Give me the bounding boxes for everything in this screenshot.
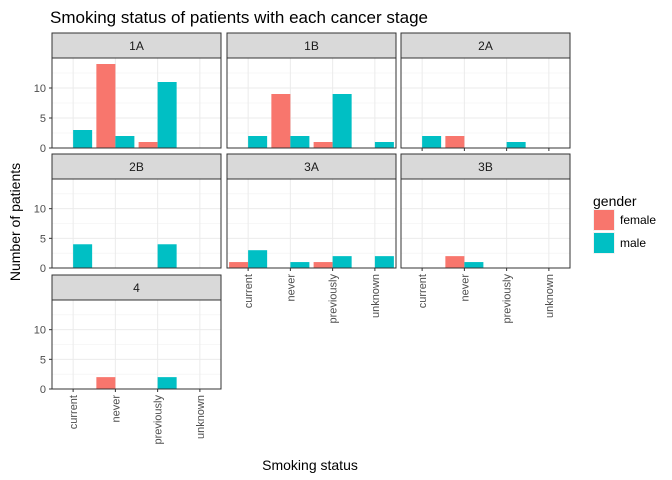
x-tick-label: never (110, 395, 122, 423)
y-tick-label: 10 (34, 325, 46, 337)
facet-panel-1A: 1A 0 5 10 (34, 32, 222, 155)
bar-female-never (271, 94, 291, 148)
bar-male-previously (157, 377, 177, 389)
facet-panel-3A: 3A current never previously unknown (226, 153, 397, 324)
panel-border (226, 178, 397, 269)
bar-male-current (248, 250, 268, 268)
y-tick-label: 0 (40, 384, 46, 396)
facet-strip (226, 32, 397, 59)
y-tick-label: 0 (40, 143, 46, 155)
panel-border (226, 57, 397, 149)
facet-strip-label: 2B (129, 160, 144, 174)
bar-male-never (464, 262, 484, 268)
facet-strip-label: 2A (478, 39, 493, 53)
legend-swatch-female (594, 210, 614, 230)
panel-border (51, 299, 222, 390)
facet-panel-3B: 3B current never previously unknown (400, 153, 571, 324)
legend-label-female: female (620, 213, 656, 227)
bar-female-never (445, 136, 465, 148)
bar-male-unknown (374, 256, 394, 268)
y-axis-label: Number of patients (7, 163, 23, 281)
x-tick-label: previously (153, 395, 165, 445)
panel-border (51, 57, 222, 149)
bar-male-previously (332, 256, 352, 268)
x-tick-label: current (68, 395, 80, 429)
facet-panel-1B: 1B (226, 32, 397, 149)
x-tick-label: never (285, 274, 297, 302)
bar-male-never (290, 262, 310, 268)
bar-male-previously (506, 142, 526, 148)
x-tick-label: current (417, 274, 429, 308)
legend-title: gender (593, 193, 637, 209)
y-tick-label: 10 (34, 83, 46, 95)
x-tick-label: unknown (195, 395, 207, 439)
y-tick-label: 5 (40, 233, 46, 245)
bar-female-never (445, 256, 465, 268)
bar-female-never (96, 377, 116, 389)
chart-title: Smoking status of patients with each can… (50, 8, 428, 27)
bar-male-current (73, 244, 93, 268)
x-tick-label: current (243, 274, 255, 308)
bar-female-current (229, 262, 249, 268)
bar-female-previously (313, 142, 333, 148)
x-tick-label: unknown (370, 274, 382, 318)
facet-panel-4: 4 0 5 10 current never previously unknown (34, 274, 222, 445)
bar-male-previously (332, 94, 352, 148)
bar-male-unknown (374, 142, 394, 148)
x-tick-label: previously (328, 274, 340, 324)
facet-strip (226, 153, 397, 180)
panel-border (51, 178, 222, 269)
y-tick-label: 5 (40, 113, 46, 125)
bar-male-current (248, 136, 268, 148)
legend: gender female male (593, 193, 656, 254)
facet-panels: 1A 0 5 10 1B 2A current never previously unknown 2… (34, 32, 571, 445)
bar-male-previously (157, 244, 177, 268)
facet-strip (51, 32, 222, 59)
facet-strip-label: 3A (304, 160, 319, 174)
facet-strip-label: 4 (133, 281, 140, 295)
x-tick-label: unknown (544, 274, 556, 318)
bar-female-never (96, 64, 116, 148)
bar-male-current (73, 130, 93, 148)
bar-female-previously (138, 142, 158, 148)
x-tick-label: never (459, 274, 471, 302)
legend-label-male: male (620, 236, 646, 250)
bar-male-never (115, 136, 135, 148)
panel-border (400, 57, 571, 149)
facet-strip-label: 1A (129, 39, 144, 53)
bar-male-current (422, 136, 442, 148)
bar-male-previously (157, 82, 177, 148)
bar-male-never (290, 136, 310, 148)
facet-strip-label: 1B (304, 39, 319, 53)
y-tick-label: 5 (40, 354, 46, 366)
x-axis-label: Smoking status (262, 457, 358, 473)
x-tick-label: previously (502, 274, 514, 324)
panel-border (400, 178, 571, 269)
bar-female-previously (313, 262, 333, 268)
y-tick-label: 0 (40, 263, 46, 275)
facet-strip-label: 3B (478, 160, 493, 174)
y-tick-label: 10 (34, 204, 46, 216)
facet-panel-2B: 2B 0 5 10 (34, 153, 222, 275)
legend-swatch-male (594, 233, 614, 253)
